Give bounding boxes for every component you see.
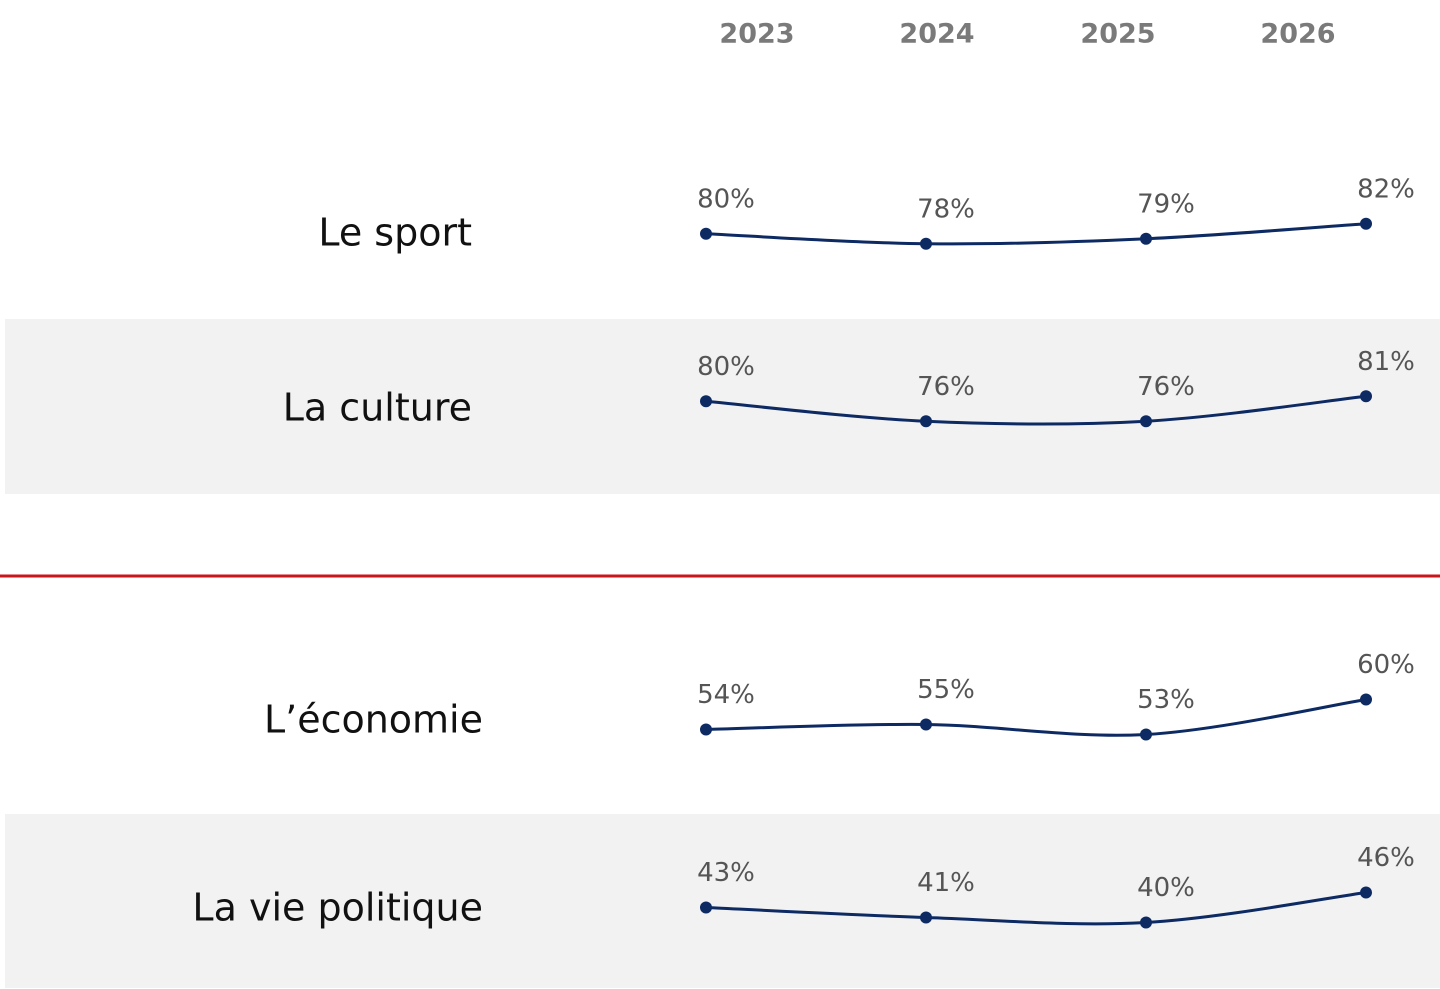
row-label: La vie politique bbox=[192, 886, 483, 930]
value-label: 81% bbox=[1357, 347, 1415, 377]
row-label: L’économie bbox=[264, 698, 483, 742]
year-header: 2025 bbox=[1080, 19, 1155, 50]
point bbox=[700, 901, 712, 914]
point bbox=[920, 911, 932, 924]
point bbox=[1140, 415, 1152, 428]
point bbox=[920, 718, 932, 731]
row-band bbox=[5, 319, 1440, 494]
point bbox=[920, 415, 932, 428]
line bbox=[705, 891, 1367, 926]
point bbox=[1360, 693, 1372, 706]
year-header: 2023 bbox=[719, 19, 794, 50]
value-label: 41% bbox=[917, 868, 975, 898]
point bbox=[1140, 728, 1152, 741]
value-label: 54% bbox=[697, 680, 755, 710]
point bbox=[920, 237, 932, 250]
line bbox=[705, 222, 1367, 246]
year-header: 2026 bbox=[1260, 19, 1335, 50]
value-label: 53% bbox=[1137, 685, 1195, 715]
value-label: 78% bbox=[917, 194, 975, 224]
value-label: 76% bbox=[1137, 372, 1195, 402]
value-label: 60% bbox=[1357, 650, 1415, 680]
value-label: 76% bbox=[917, 372, 975, 402]
row-label: La culture bbox=[283, 386, 472, 430]
value-label: 46% bbox=[1357, 843, 1415, 873]
point bbox=[1360, 390, 1372, 403]
value-label: 40% bbox=[1137, 873, 1195, 903]
row-band bbox=[5, 814, 1440, 988]
point bbox=[700, 395, 712, 408]
point bbox=[700, 723, 712, 736]
point bbox=[1360, 217, 1372, 230]
line bbox=[705, 698, 1367, 737]
value-label: 80% bbox=[697, 352, 755, 382]
year-header: 2024 bbox=[899, 19, 974, 50]
line bbox=[705, 394, 1367, 426]
value-label: 82% bbox=[1357, 174, 1415, 204]
point bbox=[1360, 886, 1372, 899]
value-label: 80% bbox=[697, 184, 755, 214]
row-label: Le sport bbox=[318, 211, 472, 255]
value-label: 79% bbox=[1137, 189, 1195, 219]
point bbox=[1140, 232, 1152, 245]
point bbox=[700, 227, 712, 240]
value-label: 43% bbox=[697, 858, 755, 888]
point bbox=[1140, 916, 1152, 929]
value-label: 55% bbox=[917, 675, 975, 705]
